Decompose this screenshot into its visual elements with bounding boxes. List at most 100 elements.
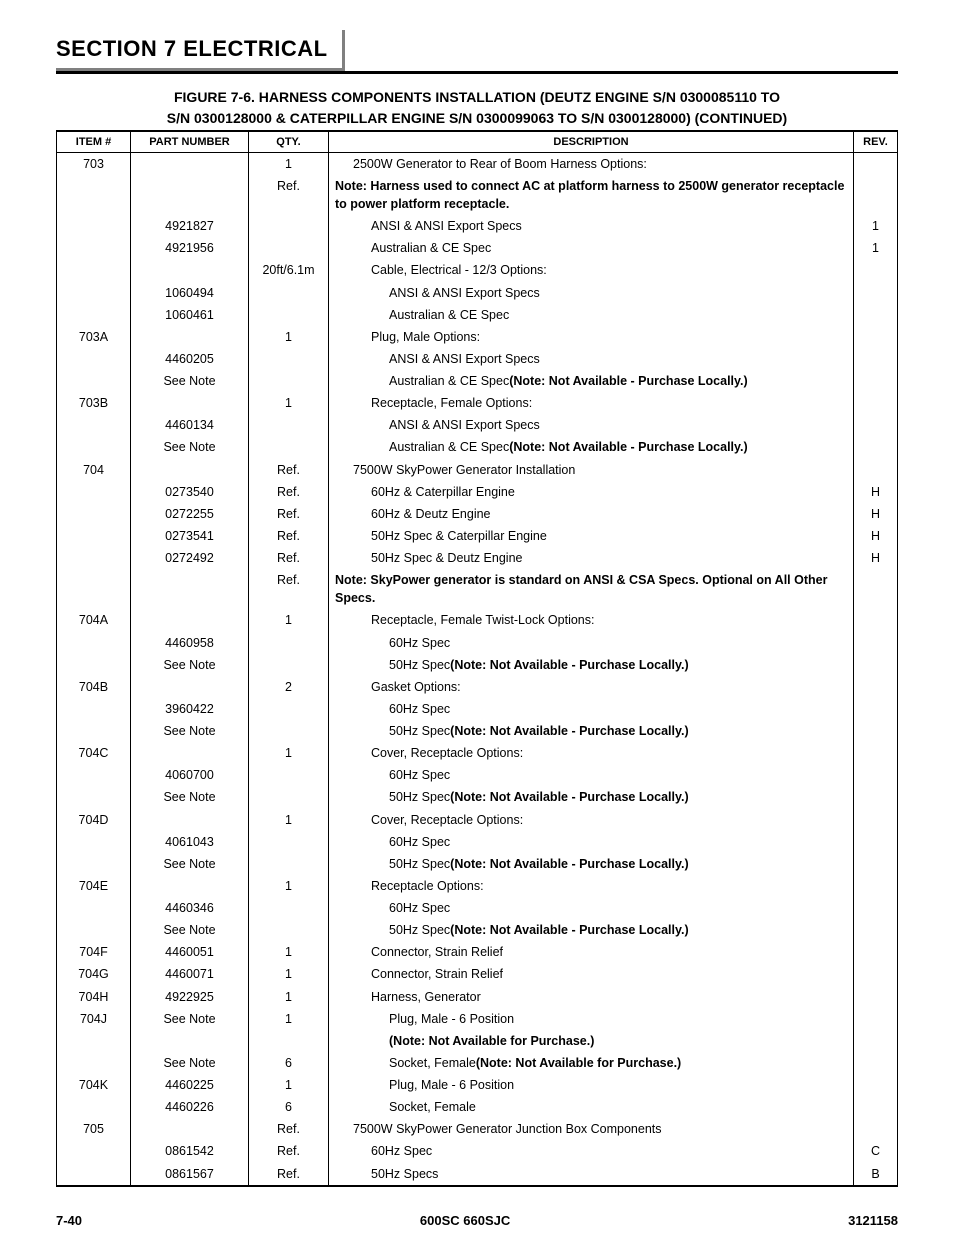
table-row: 20ft/6.1mCable, Electrical - 12/3 Option… [57, 259, 898, 281]
cell-qty: Ref. [249, 1140, 329, 1162]
col-header-rev: REV. [854, 131, 898, 153]
cell-rev [854, 654, 898, 676]
cell-rev [854, 720, 898, 742]
cell-item [57, 175, 131, 215]
table-row: 406070060Hz Spec [57, 764, 898, 786]
footer-center: 600SC 660SJC [420, 1213, 510, 1228]
table-row: 704F44600511Connector, Strain Relief [57, 941, 898, 963]
cell-desc: 50Hz Spec & Deutz Engine [329, 547, 854, 569]
cell-item: 703B [57, 392, 131, 414]
cell-item: 704K [57, 1074, 131, 1096]
table-row: See Note 50Hz Spec (Note: Not Available -… [57, 919, 898, 941]
table-row: 704B2Gasket Options: [57, 676, 898, 698]
cell-item [57, 786, 131, 808]
cell-item: 704A [57, 609, 131, 631]
table-row: 0861542Ref.60Hz SpecC [57, 1140, 898, 1162]
cell-rev: 1 [854, 237, 898, 259]
cell-rev [854, 1030, 898, 1052]
cell-part: See Note [131, 370, 249, 392]
cell-part: 4922925 [131, 986, 249, 1008]
cell-qty: 6 [249, 1096, 329, 1118]
parts-table-body: 70312500W Generator to Rear of Boom Harn… [57, 152, 898, 1185]
cell-rev [854, 326, 898, 348]
table-row: 704H49229251Harness, Generator [57, 986, 898, 1008]
cell-qty: 1 [249, 941, 329, 963]
cell-part: 4061043 [131, 831, 249, 853]
cell-rev [854, 348, 898, 370]
cell-item [57, 436, 131, 458]
cell-item: 704C [57, 742, 131, 764]
cell-rev [854, 304, 898, 326]
cell-part: See Note [131, 786, 249, 808]
table-row: 704G44600711Connector, Strain Relief [57, 963, 898, 985]
cell-desc: 50Hz Spec (Note: Not Available - Purchas… [329, 720, 854, 742]
cell-rev [854, 609, 898, 631]
cell-desc: 60Hz Spec [329, 764, 854, 786]
cell-desc: Plug, Male - 6 Position [329, 1074, 854, 1096]
cell-rev [854, 875, 898, 897]
cell-qty [249, 348, 329, 370]
table-row: 0272492Ref.50Hz Spec & Deutz EngineH [57, 547, 898, 569]
cell-part [131, 1118, 249, 1140]
table-row: See Note6Socket, Female (Note: Not Avail… [57, 1052, 898, 1074]
cell-qty: Ref. [249, 481, 329, 503]
cell-desc: 50Hz Spec (Note: Not Available - Purchas… [329, 786, 854, 808]
cell-item [57, 632, 131, 654]
cell-desc: Australian & CE Spec (Note: Not Availabl… [329, 436, 854, 458]
cell-desc: Receptacle Options: [329, 875, 854, 897]
cell-desc: 60Hz Spec [329, 632, 854, 654]
cell-item [57, 259, 131, 281]
cell-desc: Cable, Electrical - 12/3 Options: [329, 259, 854, 281]
cell-item: 704H [57, 986, 131, 1008]
table-row: See Note 50Hz Spec (Note: Not Available -… [57, 786, 898, 808]
cell-qty: 1 [249, 1074, 329, 1096]
cell-desc: 50Hz Spec (Note: Not Available - Purchas… [329, 919, 854, 941]
cell-rev [854, 459, 898, 481]
cell-qty [249, 237, 329, 259]
cell-qty: Ref. [249, 525, 329, 547]
cell-item: 703 [57, 152, 131, 175]
table-row: 704Ref.7500W SkyPower Generator Installa… [57, 459, 898, 481]
cell-item [57, 1140, 131, 1162]
cell-part: 0273540 [131, 481, 249, 503]
cell-rev: H [854, 547, 898, 569]
table-row: 704C1Cover, Receptacle Options: [57, 742, 898, 764]
cell-item: 704 [57, 459, 131, 481]
cell-rev [854, 370, 898, 392]
parts-table: ITEM # PART NUMBER QTY. DESCRIPTION REV.… [56, 130, 898, 1187]
cell-rev [854, 897, 898, 919]
cell-qty [249, 919, 329, 941]
page-footer: 7-40 600SC 660SJC 3121158 [56, 1213, 898, 1228]
cell-qty [249, 632, 329, 654]
cell-item [57, 1096, 131, 1118]
cell-item: 704E [57, 875, 131, 897]
cell-qty [249, 370, 329, 392]
cell-qty [249, 436, 329, 458]
cell-item [57, 282, 131, 304]
cell-part: 3960422 [131, 698, 249, 720]
col-header-item: ITEM # [57, 131, 131, 153]
cell-desc: 50Hz Specs [329, 1163, 854, 1186]
cell-part: 1060461 [131, 304, 249, 326]
cell-item [57, 919, 131, 941]
cell-part: See Note [131, 436, 249, 458]
cell-item [57, 831, 131, 853]
cell-qty: Ref. [249, 459, 329, 481]
cell-desc: Receptacle, Female Twist-Lock Options: [329, 609, 854, 631]
table-row: 704JSee Note1Plug, Male - 6 Position [57, 1008, 898, 1030]
cell-desc: Australian & CE Spec (Note: Not Availabl… [329, 370, 854, 392]
cell-qty [249, 1030, 329, 1052]
cell-part: 0861542 [131, 1140, 249, 1162]
cell-part [131, 326, 249, 348]
cell-rev [854, 1052, 898, 1074]
cell-qty [249, 215, 329, 237]
col-header-qty: QTY. [249, 131, 329, 153]
cell-part: See Note [131, 919, 249, 941]
cell-part: 4460958 [131, 632, 249, 654]
section-header-wrap: SECTION 7 ELECTRICAL [56, 30, 898, 74]
cell-item: 704D [57, 809, 131, 831]
table-row: 705Ref.7500W SkyPower Generator Junction… [57, 1118, 898, 1140]
cell-rev [854, 1118, 898, 1140]
section-header: SECTION 7 ELECTRICAL [56, 30, 345, 71]
table-row: (Note: Not Available for Purchase.) [57, 1030, 898, 1052]
